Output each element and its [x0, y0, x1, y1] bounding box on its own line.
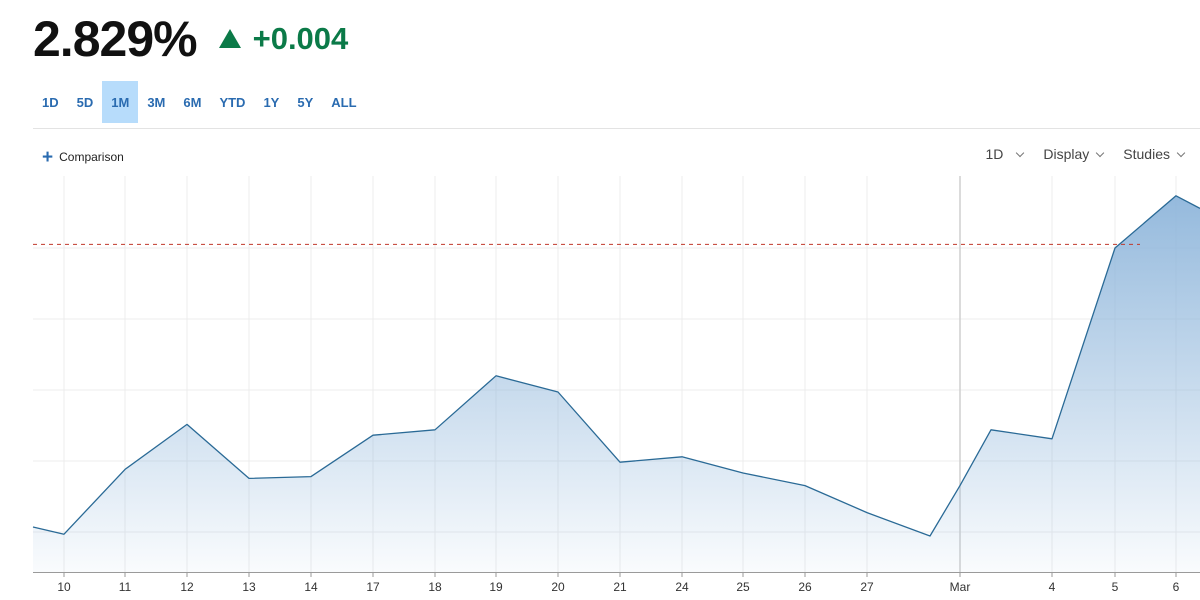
time-range-selector: 1D 5D 1M 3M 6M YTD 1Y 5Y ALL — [33, 81, 366, 123]
series-line — [32, 195, 1200, 537]
x-tick-label: 6 — [1173, 580, 1180, 594]
plus-icon: + — [42, 146, 54, 168]
x-tick-label: Mar — [950, 580, 971, 594]
x-tick-label: 4 — [1049, 580, 1056, 594]
x-tick-label: 21 — [613, 580, 627, 594]
x-tick-label: 26 — [798, 580, 812, 594]
range-button-ytd[interactable]: YTD — [219, 94, 246, 110]
quote-header: 2.829% +0.004 — [33, 8, 348, 70]
x-tick-label: 17 — [366, 580, 380, 594]
interval-label: 1D — [985, 146, 1004, 162]
x-tick-label: 13 — [242, 580, 256, 594]
range-button-5y[interactable]: 5Y — [297, 94, 314, 110]
x-tick-label: 25 — [736, 580, 750, 594]
range-button-1m[interactable]: 1M — [102, 81, 139, 123]
chart-area — [32, 195, 1200, 573]
price-change-value: +0.004 — [252, 21, 349, 56]
comparison-button[interactable]: + Comparison — [42, 146, 124, 168]
x-tick-label: 24 — [675, 580, 689, 594]
x-tick-label: 11 — [119, 580, 132, 594]
studies-label: Studies — [1123, 146, 1170, 162]
x-axis: 10 11 12 13 14 17 18 19 20 21 24 25 26 27 Mar 4 5 6 — [33, 572, 1200, 594]
header-divider — [33, 128, 1200, 129]
range-button-all[interactable]: ALL — [331, 94, 357, 110]
x-tick-label: 27 — [860, 580, 874, 594]
x-tick-label: 19 — [489, 580, 503, 594]
range-button-1y[interactable]: 1Y — [263, 94, 280, 110]
area-fill — [33, 195, 1200, 573]
chart-toolbar: 1D Display Studies — [965, 143, 1186, 165]
x-tick-label: 5 — [1112, 580, 1119, 594]
up-arrow-icon — [218, 28, 241, 48]
range-button-1d[interactable]: 1D — [42, 94, 59, 110]
x-tick-label: 20 — [551, 580, 565, 594]
x-tick-label: 12 — [180, 580, 194, 594]
range-button-6m[interactable]: 6M — [183, 94, 202, 110]
comparison-label: Comparison — [59, 150, 124, 164]
interval-dropdown[interactable]: 1D — [985, 146, 1025, 162]
display-label: Display — [1043, 146, 1090, 162]
x-tick-label: 18 — [428, 580, 442, 594]
last-price: 2.829% — [33, 11, 198, 67]
price-change: +0.004 — [218, 21, 349, 57]
range-button-3m[interactable]: 3M — [147, 94, 166, 110]
studies-dropdown[interactable]: Studies — [1123, 146, 1186, 162]
x-tick-label: 14 — [304, 580, 318, 594]
range-button-5d[interactable]: 5D — [76, 94, 94, 110]
display-dropdown[interactable]: Display — [1043, 146, 1105, 162]
x-tick-label: 10 — [57, 580, 71, 594]
